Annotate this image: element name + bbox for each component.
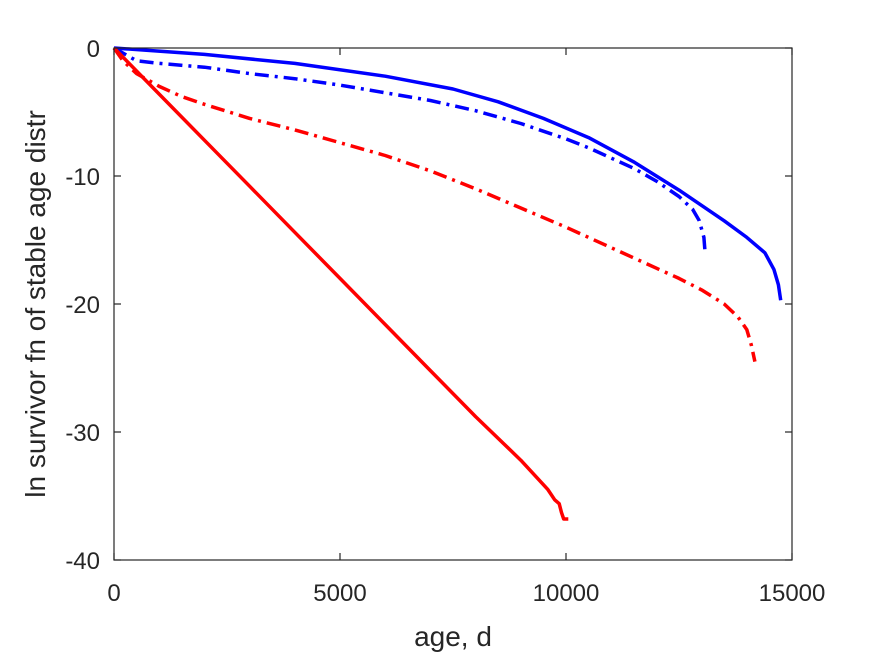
series-line-2 (113, 46, 707, 255)
x-axis-label: age, d (414, 621, 492, 652)
x-tick-label: 0 (107, 580, 120, 607)
y-axis-label: ln survivor fn of stable age distr (20, 110, 51, 498)
tick-layer: 0 5000 10000 15000 0 -10 -20 -30 -40 (65, 36, 825, 607)
y-tick-label: 0 (87, 36, 100, 63)
y-tick-label: -10 (65, 164, 100, 191)
x-tick-label: 5000 (313, 580, 366, 607)
series-line-1 (113, 46, 783, 301)
x-tick-label: 15000 (759, 580, 826, 607)
y-tick-label: -30 (65, 420, 100, 447)
y-tick-label: -20 (65, 292, 100, 319)
series-line-4 (112, 46, 569, 521)
series-line-3 (112, 46, 757, 362)
series-layer (112, 46, 783, 521)
x-tick-label: 10000 (533, 580, 600, 607)
y-tick-label: -40 (65, 548, 100, 575)
